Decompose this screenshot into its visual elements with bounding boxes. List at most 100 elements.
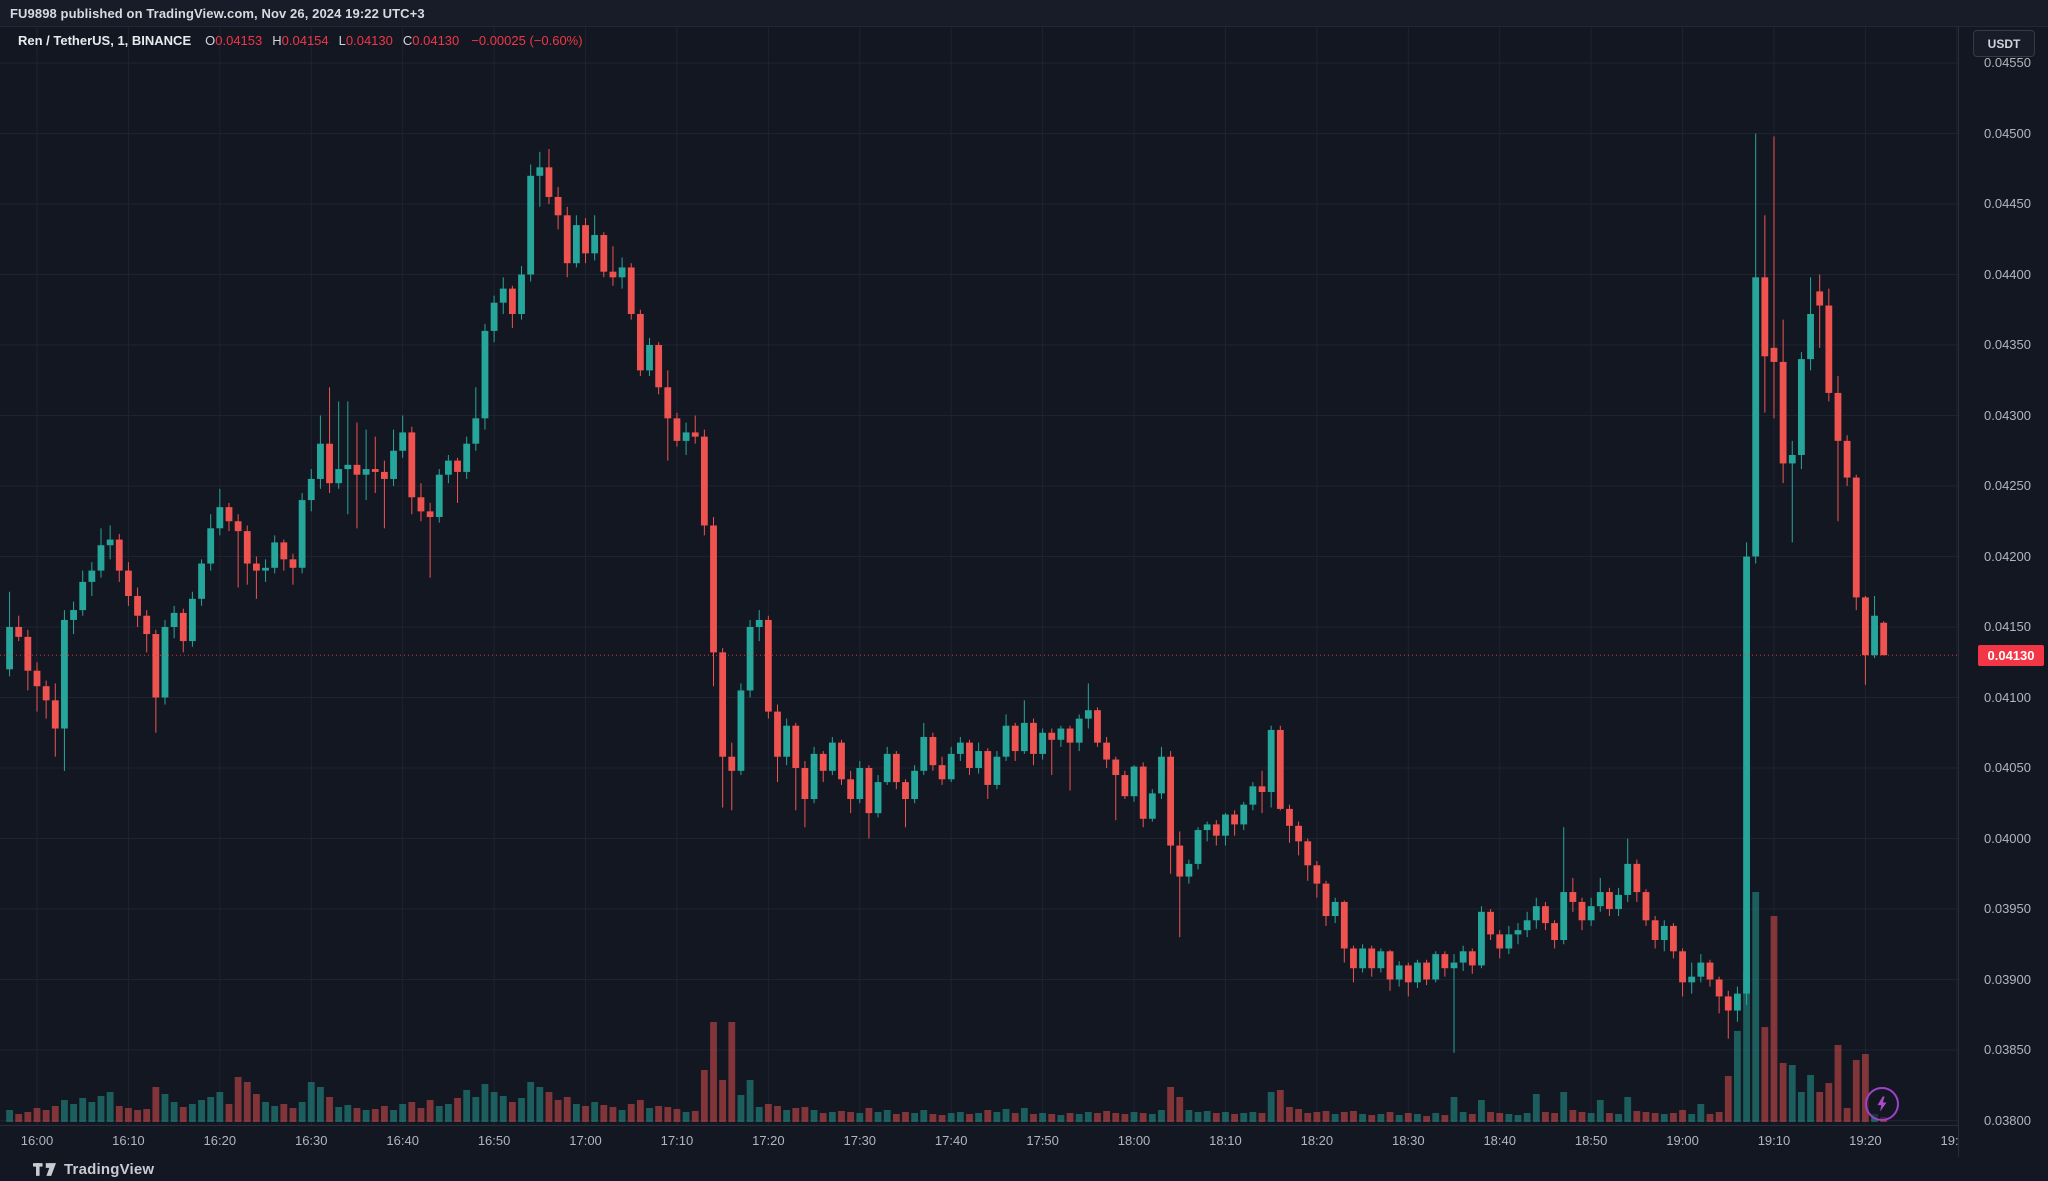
volume-bar	[463, 1090, 471, 1122]
volume-bar	[1807, 1075, 1814, 1122]
symbol-title[interactable]: Ren / TetherUS, 1, BINANCE	[18, 33, 192, 48]
tradingview-wordmark: TradingView	[64, 1160, 155, 1178]
candle-body	[1825, 305, 1833, 393]
candle-body	[1862, 597, 1869, 656]
time-axis-label: 17:50	[1026, 1133, 1059, 1148]
lightning-bolt-icon	[1877, 1096, 1887, 1112]
price-axis-label: 0.04100	[1984, 689, 2031, 705]
price-axis-label: 0.04200	[1984, 548, 2031, 564]
time-axis-label: 16:50	[477, 1133, 511, 1148]
candle-body	[234, 521, 242, 532]
volume-bar	[1560, 1092, 1568, 1122]
volume-bar	[737, 1095, 745, 1122]
volume-bar	[271, 1106, 279, 1122]
volume-bar	[207, 1097, 215, 1122]
volume-bar	[746, 1080, 754, 1122]
candle-body	[527, 175, 535, 275]
candle-body	[956, 742, 964, 754]
candle-body	[783, 725, 791, 757]
volume-bar	[691, 1111, 699, 1122]
candle-body	[1130, 766, 1138, 797]
volume-bar	[490, 1092, 498, 1122]
tradingview-logo-link[interactable]: TradingView	[33, 1161, 154, 1178]
candle-body	[1167, 756, 1175, 846]
volume-bar	[1715, 1112, 1723, 1122]
flash-boost-button[interactable]	[1865, 1087, 1899, 1121]
candle-body	[600, 235, 608, 272]
candle-body	[481, 330, 489, 419]
time-axis-label: 18:40	[1483, 1133, 1516, 1148]
volume-bar	[317, 1087, 324, 1122]
candle-body	[1212, 824, 1220, 836]
volume-bar	[15, 1114, 23, 1122]
candle-body	[161, 627, 169, 698]
volume-bar	[572, 1104, 580, 1122]
legend-low: L0.04130	[338, 33, 393, 48]
time-scale[interactable]: 16:00 16:10 16:20 16:30 16:40 16:50 17:00 17:10…	[0, 1125, 2048, 1158]
candle-body	[1185, 863, 1193, 877]
candle-body	[518, 274, 525, 314]
candle-body	[143, 615, 151, 635]
volume-bar	[253, 1094, 260, 1122]
volume-bar	[481, 1084, 489, 1122]
candle-body	[1377, 951, 1385, 969]
candle-body	[51, 700, 59, 729]
candle-body	[1487, 911, 1494, 935]
price-axis-label: 0.04550	[1984, 55, 2031, 70]
volume-bar	[1523, 1113, 1531, 1122]
candle-body	[966, 742, 973, 768]
volume-bar	[1752, 892, 1760, 1122]
candle-body	[317, 443, 324, 479]
currency-toggle-button[interactable]: USDT	[1973, 30, 2035, 57]
volume-bar	[1203, 1111, 1211, 1122]
volume-bar	[1816, 1092, 1824, 1122]
candle-body	[1798, 359, 1805, 455]
volume-bar	[1011, 1113, 1019, 1122]
volume-bar	[289, 1108, 297, 1122]
volume-bar	[353, 1108, 361, 1122]
volume-bar	[1249, 1112, 1257, 1122]
candle-body	[902, 782, 909, 800]
volume-bar	[408, 1102, 416, 1122]
candle-body	[408, 432, 416, 498]
volume-bar	[1350, 1111, 1357, 1122]
candle-body	[1084, 710, 1092, 719]
volume-bar	[1578, 1112, 1586, 1122]
candle-body	[691, 432, 699, 437]
volume-bar	[764, 1104, 772, 1122]
volume-bar	[1642, 1112, 1650, 1122]
candle-body	[710, 525, 717, 653]
candle-body	[1532, 906, 1540, 921]
volume-bar	[1331, 1114, 1339, 1122]
candle-body	[1743, 556, 1750, 994]
candle-body	[1240, 804, 1248, 825]
candle-body	[874, 782, 882, 814]
volume-bar	[892, 1114, 900, 1122]
last-price-badge: 0.04130	[1978, 644, 2044, 666]
volume-bar	[189, 1104, 196, 1122]
volume-bar	[1258, 1113, 1266, 1122]
candle-body	[1679, 951, 1686, 983]
candle-body	[627, 267, 635, 314]
candle-body	[1788, 454, 1796, 464]
volume-bar	[1660, 1114, 1668, 1122]
volume-bar	[1487, 1112, 1494, 1122]
volume-bar	[984, 1110, 992, 1122]
candle-body	[1020, 722, 1028, 752]
volume-bar	[1148, 1114, 1156, 1122]
time-axis-label: 18:10	[1209, 1133, 1242, 1148]
price-chart-canvas[interactable]	[0, 0, 1958, 1125]
legend-change: −0.00025 (−0.60%)	[471, 33, 583, 48]
volume-bar	[664, 1107, 672, 1122]
candle-body	[847, 779, 855, 800]
candle-body	[1386, 951, 1394, 980]
volume-bar	[856, 1113, 864, 1122]
volume-bar	[627, 1104, 635, 1122]
price-axis-label: 0.03900	[1984, 971, 2031, 987]
candle-body	[856, 768, 864, 800]
volume-bar	[883, 1110, 891, 1122]
volume-bar	[390, 1110, 397, 1122]
candle-body	[719, 652, 727, 757]
time-axis-label: 17:20	[752, 1133, 785, 1148]
price-scale[interactable]: USDT 0.04130 0.04550 0.04500 0.04450 0.0440…	[1958, 0, 2048, 1157]
